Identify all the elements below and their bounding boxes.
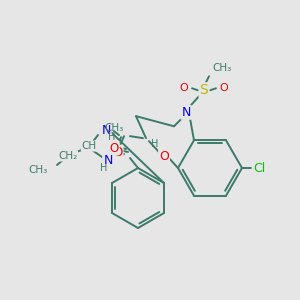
Text: CH₃: CH₃ [104,123,123,133]
Text: CH: CH [81,141,97,151]
Text: O: O [110,142,118,154]
Text: N: N [181,106,191,119]
Text: S: S [200,83,208,97]
Text: H: H [151,139,159,149]
Text: CH₂: CH₂ [58,151,78,161]
Text: N: N [103,154,113,166]
Text: H: H [100,163,108,173]
Text: O: O [220,83,228,93]
Text: H: H [108,132,116,142]
Text: O: O [113,146,123,159]
Text: CH₃: CH₃ [29,165,48,175]
Text: CH₃: CH₃ [212,63,231,73]
Text: O: O [159,150,169,163]
Text: O: O [180,83,188,93]
Text: N: N [101,124,111,136]
Text: Cl: Cl [253,161,265,175]
